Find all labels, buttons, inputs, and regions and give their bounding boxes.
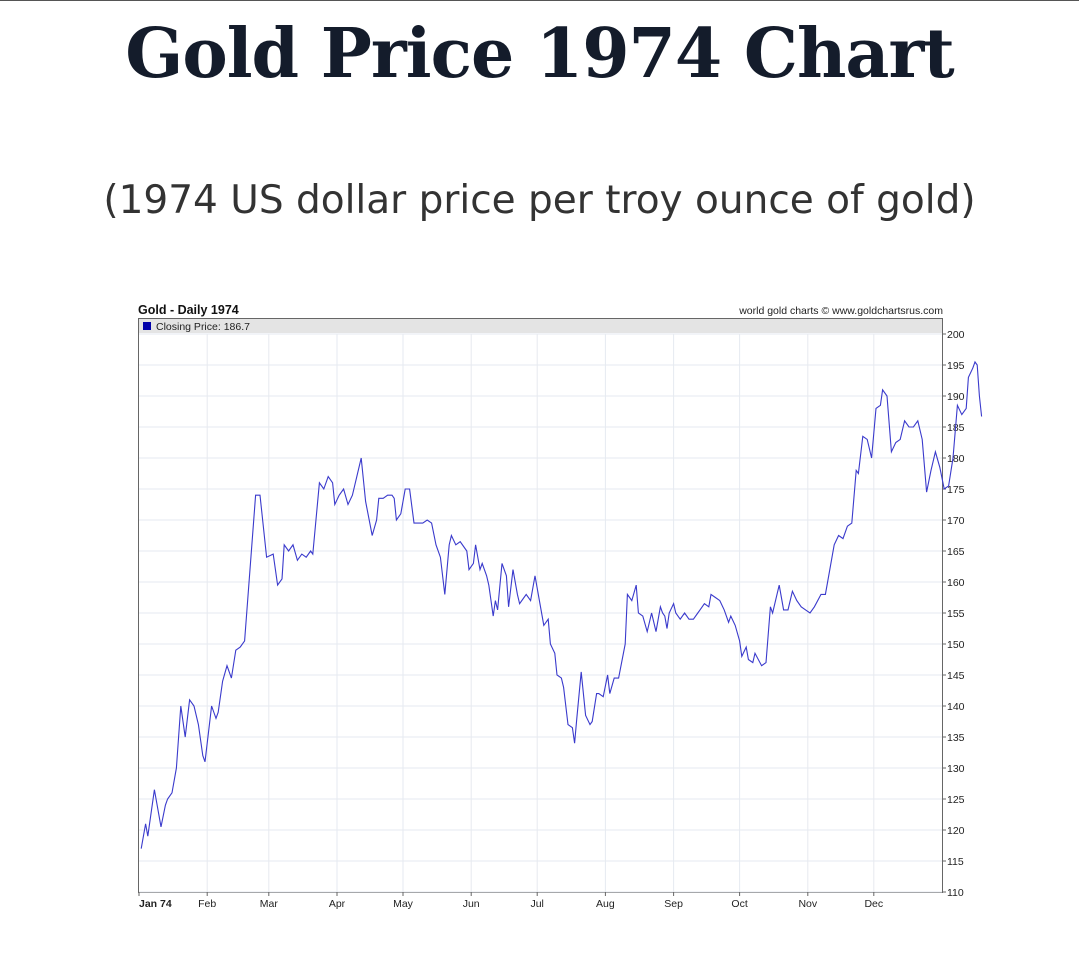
- legend-bar: [139, 319, 942, 333]
- y-tick-label: 160: [947, 577, 965, 589]
- y-tick-label: 115: [947, 856, 964, 868]
- y-tick-label: 125: [947, 794, 965, 806]
- page-title: Gold Price 1974 Chart: [125, 14, 954, 94]
- y-tick-label: 200: [947, 329, 965, 341]
- x-tick-label: Apr: [329, 898, 346, 910]
- grid: [139, 333, 942, 893]
- x-tick-label: Dec: [864, 898, 883, 910]
- y-tick-label: 150: [947, 639, 965, 651]
- x-tick-label: Mar: [260, 898, 279, 910]
- y-tick-label: 175: [947, 484, 965, 496]
- y-tick-label: 155: [947, 608, 965, 620]
- y-tick-label: 130: [947, 763, 965, 775]
- x-tick-label: Oct: [731, 898, 747, 910]
- y-tick-label: 190: [947, 391, 965, 403]
- x-tick-label: Jun: [463, 898, 480, 910]
- x-tick-label: Jan 74: [139, 898, 172, 910]
- x-axis: Jan 74 Feb Mar Apr May Jun Jul Aug Sep Oct Nov Dec: [138, 892, 883, 910]
- x-tick-label: Sep: [664, 898, 683, 910]
- y-tick-label: 195: [947, 360, 965, 372]
- page-subtitle: (1974 US dollar price per troy ounce of …: [103, 178, 976, 223]
- y-tick-label: 110: [947, 887, 964, 899]
- x-tick-label: May: [393, 898, 414, 910]
- y-tick-label: 135: [947, 732, 965, 744]
- legend-swatch: [143, 322, 151, 330]
- x-tick-label: Nov: [798, 898, 817, 910]
- chart-title: Gold - Daily 1974: [138, 303, 239, 317]
- y-tick-label: 165: [947, 546, 965, 558]
- legend-label: Closing Price: 186.7: [156, 321, 250, 333]
- chart-source: world gold charts © www.goldchartsrus.co…: [738, 305, 943, 317]
- y-tick-label: 180: [947, 453, 965, 465]
- y-axis: 110 115 120 125 130 135 140 145 150 155 160 165 170 1…: [942, 329, 965, 899]
- x-tick-label: Feb: [198, 898, 216, 910]
- y-tick-label: 170: [947, 515, 965, 527]
- y-tick-label: 120: [947, 825, 965, 837]
- y-tick-label: 140: [947, 701, 965, 713]
- x-tick-label: Jul: [530, 898, 543, 910]
- closing-price-line: [140, 360, 983, 849]
- y-tick-label: 145: [947, 670, 965, 682]
- x-tick-label: Aug: [596, 898, 615, 910]
- top-border-line: [0, 0, 1079, 1]
